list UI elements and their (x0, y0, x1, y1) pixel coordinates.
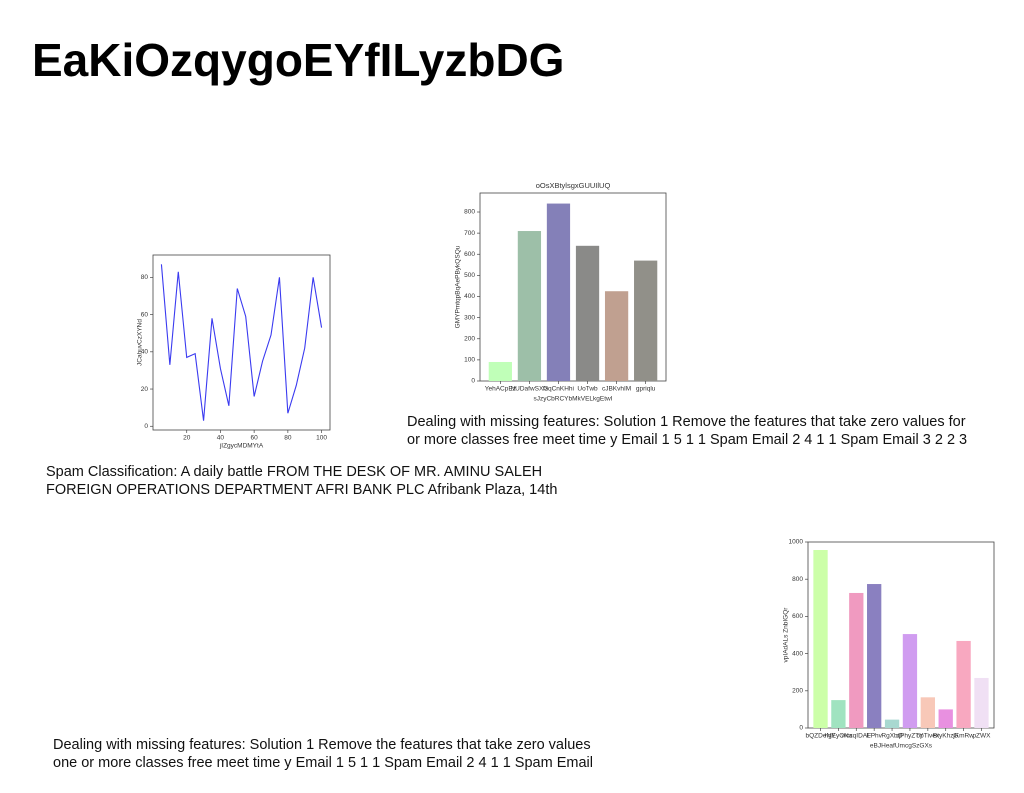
x-tick-label: YehACpEz (485, 386, 516, 393)
y-tick-label: 500 (464, 272, 475, 279)
bar (920, 697, 935, 728)
y-tick-label: 200 (792, 688, 803, 695)
x-tick-label: pZWX (972, 733, 991, 740)
x-tick-label: cJBKvhIM (602, 386, 631, 393)
bar (517, 231, 542, 381)
y-axis-label: vpIAdALs ZnbIGQr (783, 607, 790, 663)
plot-frame (807, 541, 995, 729)
x-tick-label: EPhv (866, 733, 882, 740)
x-axis-label: sJzyCbRCYbMkVELkgEtwI (533, 396, 612, 403)
x-tick-label: BtyKhzG (933, 733, 959, 740)
y-axis-label: GMYPmtqpBqAePBykQSQu (455, 245, 462, 328)
y-axis-label: JCahuvCzXYNd (137, 319, 144, 366)
x-tick-label: 100 (316, 435, 327, 442)
bar (546, 203, 571, 381)
x-tick-label: qPhyZTY (896, 733, 924, 740)
bar (575, 245, 600, 381)
x-tick-label: NUDafwSXG (510, 386, 548, 393)
y-tick-label: 1000 (789, 539, 804, 546)
y-tick-label: 400 (792, 650, 803, 657)
line-series (160, 264, 323, 421)
x-tick-label: gpriqlu (636, 386, 656, 393)
caption-line: Dealing with missing features: Solution … (407, 414, 966, 430)
plot-frame (479, 192, 667, 382)
x-axis-label: eBJHeafUmcgSzGXs (870, 743, 933, 750)
x-axis-label: jIZgycMDMYtA (219, 443, 264, 450)
slide-title: EaKiOzqygoEYfILyzbDG (32, 34, 564, 86)
x-tick-label: RgXbO (881, 733, 902, 740)
x-tick-label: 20 (183, 435, 191, 442)
bar (902, 634, 918, 728)
caption-line: Dealing with missing features: Solution … (53, 737, 591, 753)
bar (488, 361, 512, 381)
y-tick-label: 100 (464, 357, 475, 364)
bar (956, 640, 971, 728)
bar (634, 260, 658, 381)
y-tick-label: 300 (464, 314, 475, 321)
y-tick-label: 800 (464, 209, 475, 216)
y-tick-label: 0 (799, 725, 803, 732)
x-tick-label: jKmRw (952, 733, 974, 740)
y-tick-label: 20 (141, 386, 149, 393)
y-tick-label: 700 (464, 230, 475, 237)
caption-line: one or more classes free meet time y Ema… (53, 755, 593, 771)
y-tick-label: 800 (792, 576, 803, 583)
x-tick-label: fzqCnKHhi (543, 386, 574, 393)
x-tick-label: bQZDeNY (806, 733, 837, 740)
bar (974, 677, 989, 728)
bar (938, 709, 953, 728)
bar (831, 700, 846, 728)
caption-line: or more classes free meet time y Email 1… (407, 432, 967, 448)
x-tick-label: opTivex (917, 733, 940, 740)
chart-title: oOsXBtylsgxGUUIlUQ (536, 181, 611, 190)
y-tick-label: 0 (144, 423, 148, 430)
caption-line: Spam Classification: A daily battle FROM… (46, 464, 542, 480)
bar (849, 592, 864, 728)
y-tick-label: 80 (141, 274, 149, 281)
x-tick-label: UoTwb (577, 386, 598, 393)
x-tick-label: 40 (217, 435, 225, 442)
y-tick-label: 40 (141, 349, 149, 356)
y-tick-label: 0 (471, 378, 475, 385)
caption-line: FOREIGN OPERATIONS DEPARTMENT AFRI BANK … (46, 482, 557, 498)
x-tick-label: wccqIDAF (840, 733, 871, 740)
x-tick-label: hgEyCNa (824, 733, 852, 740)
y-tick-label: 600 (464, 251, 475, 258)
bar (867, 584, 882, 728)
x-tick-label: 80 (284, 435, 292, 442)
y-tick-label: 600 (792, 613, 803, 620)
bar (604, 291, 629, 381)
y-tick-label: 400 (464, 293, 475, 300)
bar (813, 549, 828, 728)
y-tick-label: 200 (464, 335, 475, 342)
plot-frame (152, 254, 331, 431)
bar (884, 719, 900, 728)
x-tick-label: 60 (251, 435, 259, 442)
y-tick-label: 60 (141, 311, 149, 318)
